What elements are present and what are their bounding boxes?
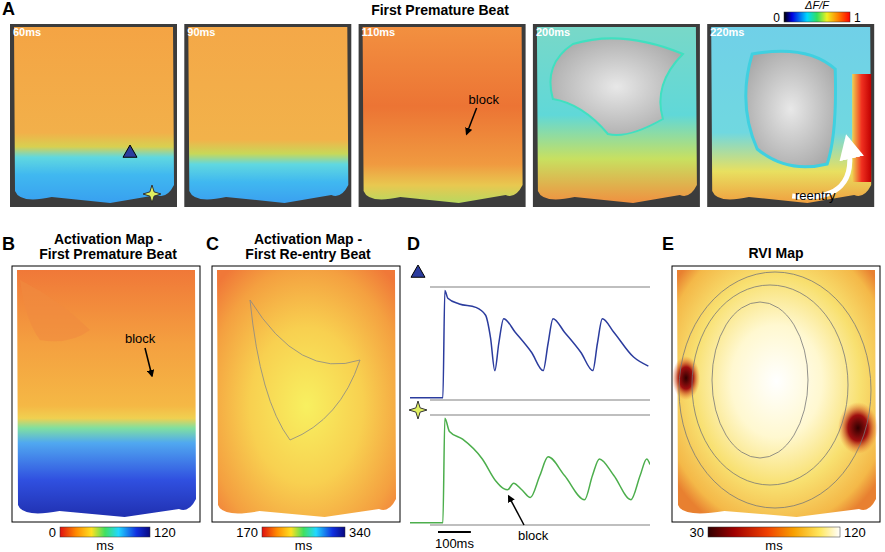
block-arrow bbox=[145, 348, 152, 376]
colorbar bbox=[60, 527, 150, 537]
panel-title: Activation Map -First Re-entry Beat bbox=[245, 231, 371, 262]
frame-time-label: 110ms bbox=[362, 26, 396, 38]
image-frame bbox=[707, 24, 874, 207]
panel-title: RVI Map bbox=[749, 245, 804, 261]
frame-background bbox=[10, 24, 177, 207]
activation-map-image bbox=[17, 270, 196, 517]
wavefront-band bbox=[852, 74, 871, 182]
figure: A First Premature Beat 0 1 ΔF/F 60ms 90ms block… bbox=[0, 0, 885, 552]
rvi-map-image bbox=[677, 270, 876, 517]
colorbar-label: ms bbox=[765, 538, 783, 552]
panel-letter: B bbox=[2, 234, 15, 254]
scale-bar bbox=[438, 531, 471, 533]
panel-letter: A bbox=[2, 0, 15, 19]
image-frame bbox=[212, 266, 400, 522]
panel-title: First Premature Beat bbox=[371, 2, 509, 18]
colorbar-tick-label: 1 bbox=[854, 11, 861, 25]
block-arrow bbox=[509, 496, 524, 525]
range-line bbox=[430, 524, 650, 526]
annotation: block bbox=[125, 331, 156, 346]
optical-map-image bbox=[363, 27, 523, 203]
colorbar-tick-label: 340 bbox=[349, 525, 371, 540]
rvi-hot-spot bbox=[672, 356, 700, 400]
panel-letter: C bbox=[206, 234, 219, 254]
colorbar-tick-label: 170 bbox=[236, 525, 258, 540]
colorbar-tick-label: 30 bbox=[690, 525, 704, 540]
panel-title-line: First Re-entry Beat bbox=[245, 246, 371, 262]
frame-time-label: 220ms bbox=[710, 26, 744, 38]
contour bbox=[692, 285, 848, 485]
annotation: reentry bbox=[795, 188, 836, 203]
panel-title-line: First Premature Beat bbox=[39, 246, 177, 262]
optical-map-image bbox=[711, 27, 871, 203]
panel-letter: E bbox=[662, 234, 674, 254]
frame-background bbox=[707, 24, 874, 207]
colorbar-tick-label: 0 bbox=[49, 525, 56, 540]
image-frame bbox=[184, 24, 351, 207]
colorbar bbox=[262, 527, 345, 537]
trace-group bbox=[410, 418, 650, 523]
trace-location-marker bbox=[123, 145, 137, 157]
colorbar-label: ms bbox=[295, 538, 313, 552]
frame-time-label: 200ms bbox=[536, 26, 570, 38]
scale-bar-label: 100ms bbox=[435, 536, 475, 551]
image-frame bbox=[10, 24, 177, 207]
colorbar bbox=[784, 12, 850, 22]
voltage-trace bbox=[410, 418, 650, 523]
frame-background bbox=[184, 24, 351, 207]
image-frame bbox=[533, 24, 700, 207]
rvi-hot-spot bbox=[838, 402, 878, 454]
image-frame bbox=[12, 266, 200, 522]
unexcited-region bbox=[746, 51, 836, 167]
trace-location-marker bbox=[143, 185, 161, 203]
annotation: block bbox=[518, 528, 549, 543]
image-frame bbox=[672, 266, 880, 522]
optical-map-image bbox=[188, 27, 348, 203]
frame-time-label: 90ms bbox=[187, 26, 215, 38]
frame-background bbox=[533, 24, 700, 207]
image-frame bbox=[359, 24, 526, 207]
block-arrow bbox=[467, 108, 477, 134]
optical-map-image bbox=[14, 27, 174, 203]
colorbar-tick-label: 120 bbox=[154, 525, 176, 540]
series-marker bbox=[409, 401, 427, 419]
panel-title-line: Activation Map - bbox=[54, 231, 162, 247]
contour bbox=[679, 272, 871, 508]
colorbar bbox=[708, 527, 840, 537]
colorbar-tick-label: 120 bbox=[844, 525, 866, 540]
colorbar-label: ms bbox=[96, 538, 114, 552]
contour bbox=[712, 302, 808, 458]
frame-background bbox=[359, 24, 526, 207]
activation-map-image bbox=[217, 270, 396, 517]
series-marker bbox=[411, 265, 425, 277]
annotation: block bbox=[469, 92, 500, 107]
panel-title-line: Activation Map - bbox=[254, 231, 362, 247]
isochrone bbox=[250, 300, 360, 440]
activation-map-detail bbox=[20, 280, 90, 341]
optical-map-image bbox=[537, 27, 697, 203]
colorbar-label: ΔF/F bbox=[804, 0, 830, 11]
range-line bbox=[430, 286, 650, 288]
panel-letter: D bbox=[407, 234, 420, 254]
unexcited-region bbox=[550, 38, 683, 135]
range-line bbox=[430, 399, 650, 401]
panel-title: Activation Map -First Premature Beat bbox=[39, 231, 177, 262]
trace-group bbox=[410, 290, 648, 397]
range-line bbox=[430, 414, 650, 416]
voltage-trace bbox=[410, 290, 648, 397]
colorbar-tick-label: 0 bbox=[773, 11, 780, 25]
frame-time-label: 60ms bbox=[13, 26, 41, 38]
